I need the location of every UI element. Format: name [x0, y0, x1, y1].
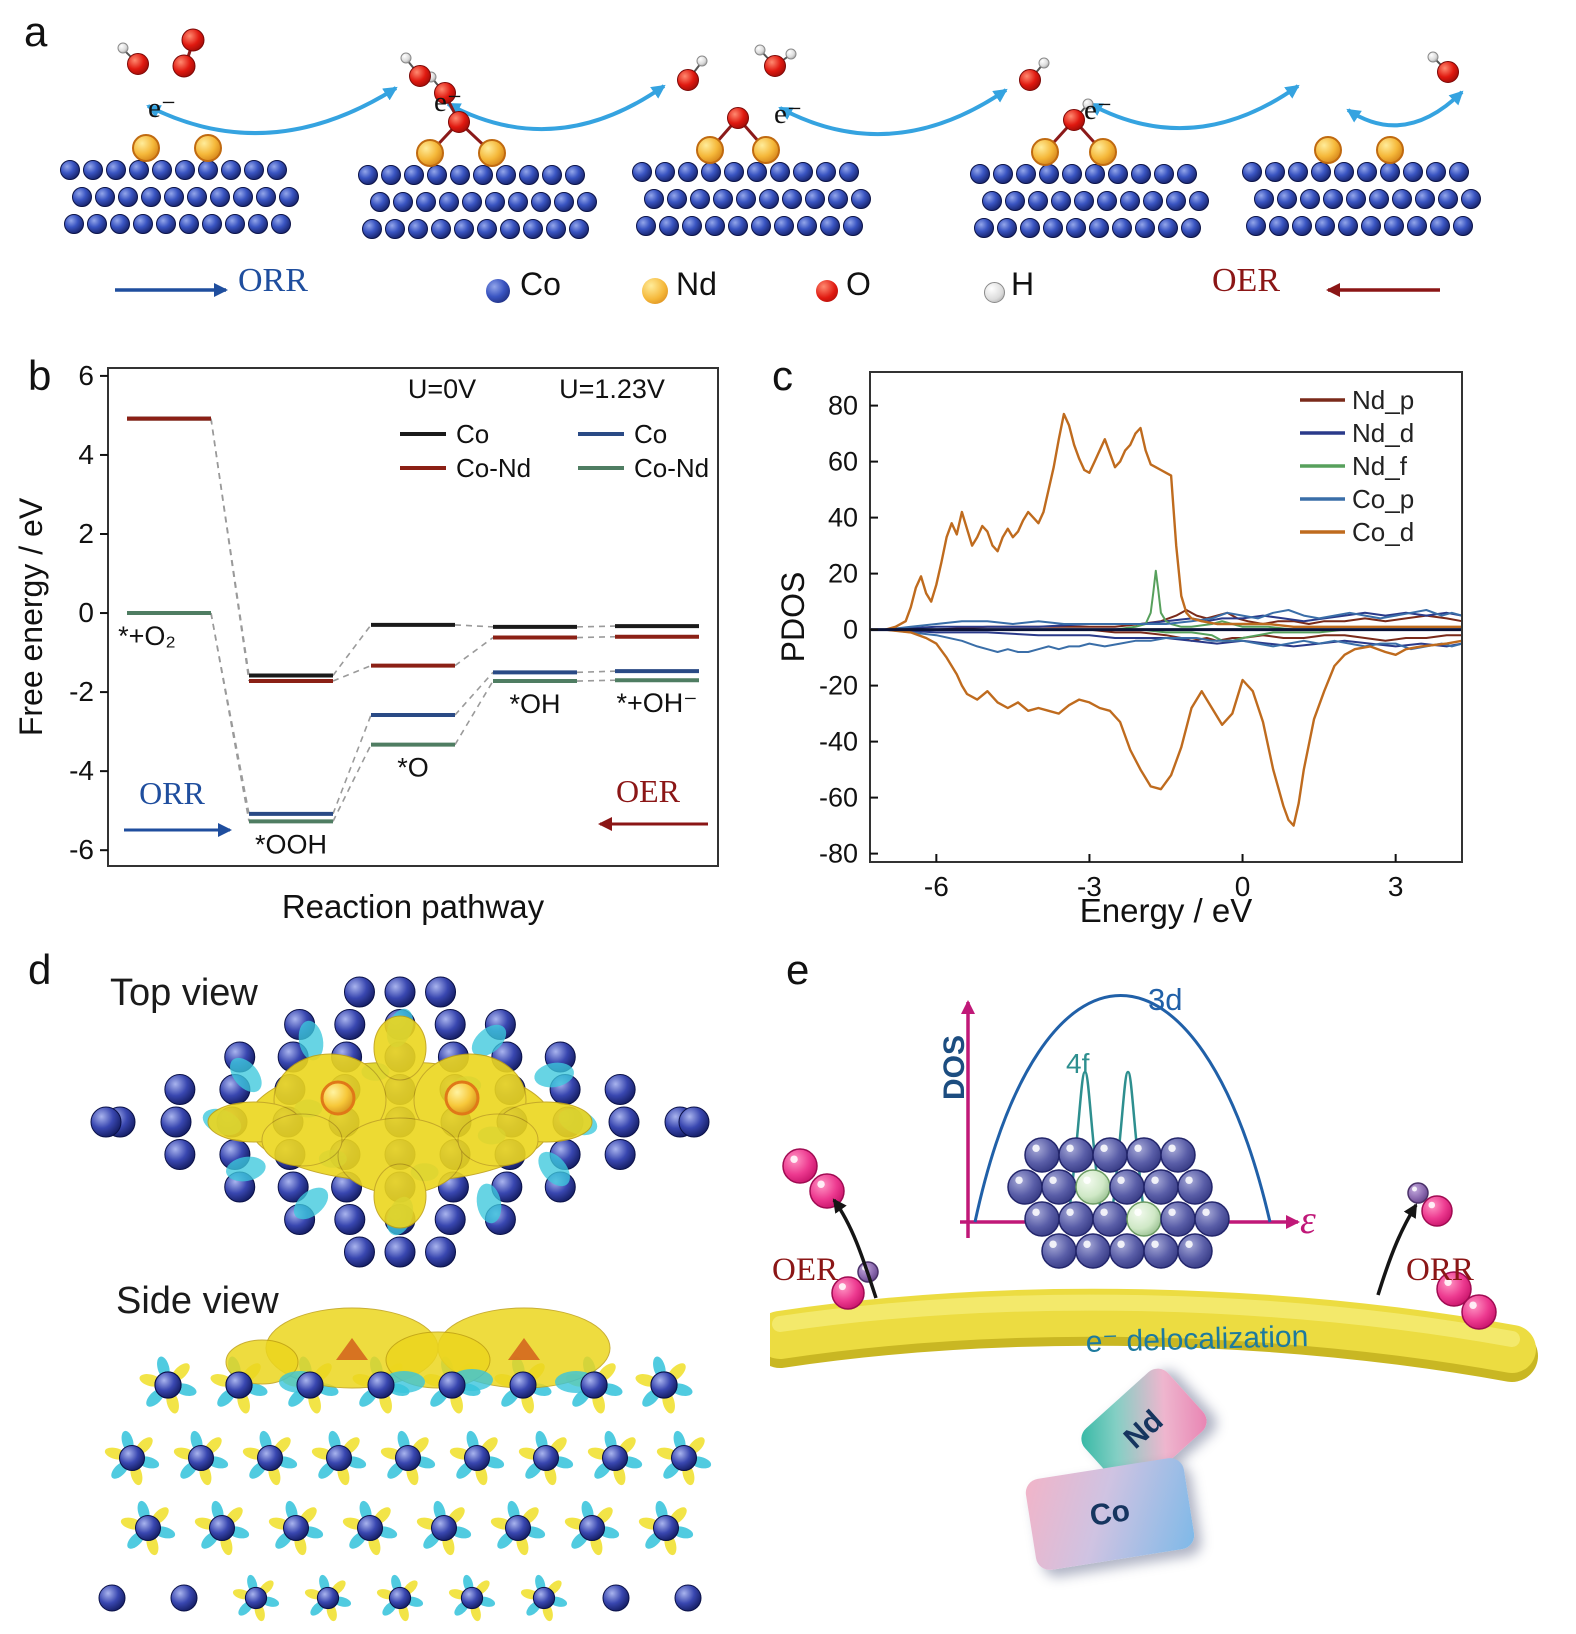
electron-label-1: e⁻	[148, 92, 177, 124]
svg-text:40: 40	[828, 503, 858, 533]
svg-text:*O: *O	[397, 753, 429, 783]
svg-text:*OOH: *OOH	[255, 829, 327, 859]
svg-text:U=1.23V: U=1.23V	[559, 374, 665, 404]
svg-text:-6: -6	[69, 834, 94, 865]
svg-text:ORR: ORR	[139, 775, 205, 811]
svg-text:60: 60	[828, 447, 858, 477]
panel-c-chart: -6 -3 0 3806040200-20-40-60-80Co_dCo_pNd_fN…	[775, 371, 1463, 929]
panel-b-label: b	[28, 352, 52, 399]
curve-3d-label: 3d	[1148, 982, 1183, 1017]
h-atom-icon	[984, 282, 1005, 303]
svg-text:-4: -4	[69, 755, 94, 786]
svg-text:0: 0	[1235, 871, 1251, 902]
svg-text:*+OH⁻: *+OH⁻	[616, 688, 697, 718]
orr-annotation: ORR	[1406, 1252, 1474, 1288]
electron-label-2: e⁻	[434, 86, 463, 118]
side-view-label: Side view	[116, 1280, 279, 1322]
svg-text:Nd_p: Nd_p	[1352, 385, 1414, 415]
svg-text:-2: -2	[69, 676, 94, 707]
oer-label: OER	[1212, 262, 1280, 299]
top-view-label: Top view	[110, 972, 258, 1014]
svg-text:OER: OER	[616, 773, 681, 809]
svg-text:Reaction pathway: Reaction pathway	[282, 888, 545, 925]
panel-a-illustration	[60, 28, 1481, 297]
nd-atom-icon	[642, 278, 668, 304]
panel-e-label: e	[786, 946, 810, 993]
legend-nd-label: Nd	[676, 266, 717, 302]
svg-text:Co: Co	[634, 419, 667, 449]
svg-text:Nd_d: Nd_d	[1352, 418, 1414, 448]
svg-text:PDOS: PDOS	[775, 572, 811, 663]
o-atom-icon	[816, 280, 838, 302]
electron-label-3: e⁻	[774, 98, 803, 130]
epsilon-axis-label: ε	[1300, 1197, 1316, 1242]
svg-text:80: 80	[828, 391, 858, 421]
dos-axis-label: DOS	[938, 1034, 971, 1100]
svg-text:4: 4	[78, 439, 94, 470]
nd-block-label: Nd	[1117, 1403, 1170, 1456]
panel-d-label: d	[28, 946, 52, 993]
legend-h-label: H	[1011, 266, 1035, 302]
svg-text:20: 20	[828, 559, 858, 589]
co-block-label: Co	[1087, 1494, 1133, 1533]
svg-text:*+O₂: *+O₂	[118, 621, 176, 651]
panel-a-label: a	[24, 8, 48, 55]
svg-text:Energy / eV: Energy / eV	[1080, 892, 1252, 929]
svg-text:-3: -3	[1077, 871, 1102, 902]
svg-text:U=0V: U=0V	[408, 374, 476, 404]
panel-c-label: c	[772, 352, 793, 399]
svg-text:*OH: *OH	[509, 689, 560, 719]
svg-text:3: 3	[1388, 871, 1404, 902]
svg-text:0: 0	[78, 597, 94, 628]
curve-4f-label: 4f	[1066, 1048, 1090, 1079]
svg-text:0: 0	[843, 615, 858, 645]
svg-text:Co-Nd: Co-Nd	[456, 453, 531, 483]
legend-co-label: Co	[520, 266, 561, 302]
oer-annotation: OER	[772, 1252, 838, 1288]
panel-b-chart: 6 4 2 0 -2 -4 -6 *+O₂ *OOH *O *OH *+OH⁻ U=0V Co Co-Nd U…	[13, 360, 719, 925]
co-atom-icon	[486, 279, 510, 303]
svg-text:6: 6	[78, 360, 94, 391]
svg-text:Nd_f: Nd_f	[1352, 451, 1408, 481]
orr-label: ORR	[238, 262, 308, 299]
svg-text:Co: Co	[456, 419, 489, 449]
panel-d-illustration	[90, 976, 712, 1622]
svg-text:-60: -60	[819, 783, 858, 813]
electron-label-4: e⁻	[1084, 94, 1113, 126]
panel-e-illustration	[770, 994, 1538, 1382]
svg-text:Co-Nd: Co-Nd	[634, 453, 709, 483]
svg-text:-80: -80	[819, 839, 858, 869]
svg-text:-6: -6	[924, 871, 949, 902]
svg-text:Free energy / eV: Free energy / eV	[13, 497, 49, 736]
svg-text:2: 2	[78, 518, 94, 549]
svg-text:-20: -20	[819, 671, 858, 701]
legend-o-label: O	[846, 266, 871, 302]
svg-text:Co_p: Co_p	[1352, 484, 1414, 514]
svg-text:Co_d: Co_d	[1352, 517, 1414, 547]
svg-text:-40: -40	[819, 727, 858, 757]
